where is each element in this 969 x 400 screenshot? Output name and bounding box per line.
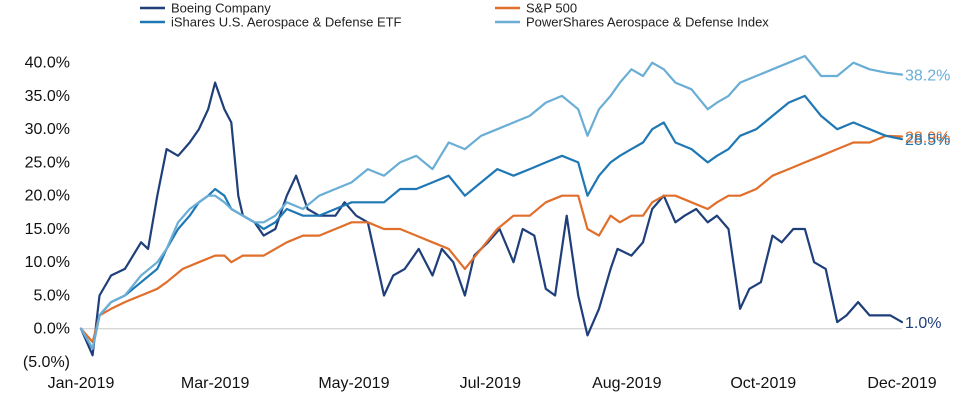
legend-label: PowerShares Aerospace & Defense Index <box>526 15 769 30</box>
series-line-boeing-company <box>79 81 904 357</box>
end-label-boeing-company: 1.0% <box>905 315 941 332</box>
legend-item-sandp-500: S&P 500 <box>495 1 577 16</box>
legend-item-boeing-company: Boeing Company <box>140 1 271 16</box>
legend-item-ishares-u-s-aerospace-and-defense-etf: iShares U.S. Aerospace & Defense ETF <box>140 15 402 30</box>
end-label-sandp-500: 28.9% <box>905 129 950 146</box>
y-tick-label: 0.0% <box>34 321 70 338</box>
y-tick-label: 15.0% <box>25 221 70 238</box>
x-tick-label: Jan-2019 <box>48 375 115 392</box>
series-line-sandp-500 <box>79 134 904 344</box>
x-tick-label: May-2019 <box>318 375 389 392</box>
y-tick-label: 5.0% <box>34 287 70 304</box>
y-axis: (5.0%) 0.0% 5.0% 10.0% 15.0% 20.0% 25.0% 30.0% 3… <box>23 55 70 371</box>
series-line-powershares-aerospace-and-defense-index <box>79 54 904 350</box>
legend-label: S&P 500 <box>526 1 577 16</box>
end-label-powershares-aerospace-and-defense-index: 38.2% <box>905 68 950 85</box>
x-tick-label: Jul-2019 <box>460 375 521 392</box>
end-labels: 1.0% 28.9%28.5% 38.2% <box>905 68 950 332</box>
y-tick-label: (5.0%) <box>23 354 70 371</box>
x-tick-label: Aug-2019 <box>592 375 661 392</box>
legend-label: iShares U.S. Aerospace & Defense ETF <box>171 15 402 30</box>
x-tick-label: Oct-2019 <box>730 375 796 392</box>
end-label-ishares-u-s-aerospace-and-defense-etf: 28.5% <box>905 132 950 149</box>
x-axis: Jan-2019 Mar-2019 May-2019 Jul-2019 Aug-2019… <box>48 328 937 392</box>
x-tick-label: Dec-2019 <box>867 375 936 392</box>
y-tick-label: 30.0% <box>25 121 70 138</box>
series-line-ishares-u-s-aerospace-and-defense-etf <box>79 94 904 350</box>
legend-item-powershares-aerospace-and-defense-index: PowerShares Aerospace & Defense Index <box>495 15 769 30</box>
x-tick-label: Mar-2019 <box>181 375 250 392</box>
series-lines <box>79 54 904 357</box>
y-tick-label: 35.0% <box>25 88 70 105</box>
y-tick-label: 40.0% <box>25 55 70 72</box>
y-tick-label: 25.0% <box>25 154 70 171</box>
legend-label: Boeing Company <box>171 1 271 16</box>
chart-legend: Boeing Company S&P 500 iShares U.S. Aerosp… <box>140 1 769 30</box>
y-tick-label: 10.0% <box>25 254 70 271</box>
y-tick-label: 20.0% <box>25 188 70 205</box>
